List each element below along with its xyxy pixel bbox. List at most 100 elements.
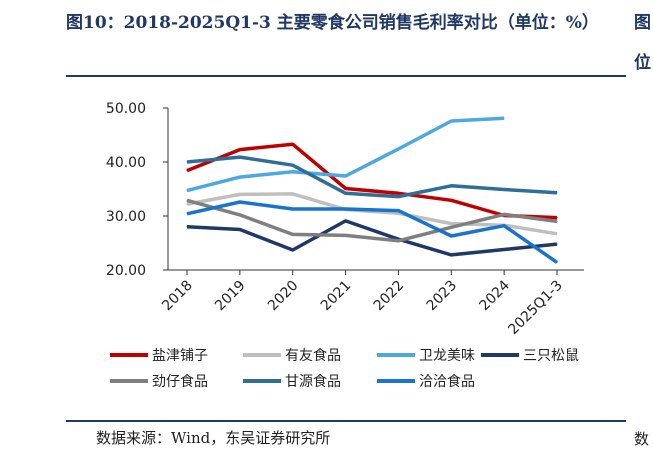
data-point: [503, 213, 505, 215]
series-line: [186, 155, 558, 199]
data-point: [450, 226, 452, 228]
data-point: [450, 254, 452, 256]
data-point: [186, 170, 188, 172]
legend-label: 三只松鼠: [523, 348, 579, 364]
x-tick-label: 2019: [212, 278, 249, 315]
series-layer: [186, 116, 558, 264]
adjacent-source-fragment: 数: [634, 430, 650, 448]
y-tick-label: 40.00: [106, 155, 146, 171]
data-point: [450, 185, 452, 187]
series-line: [186, 219, 558, 257]
data-point: [345, 175, 347, 177]
data-point: [397, 148, 399, 150]
data-point: [345, 188, 347, 189]
data-point: [450, 235, 452, 237]
data-point: [397, 212, 399, 214]
data-point: [292, 164, 294, 166]
x-tick-label: 2022: [371, 278, 408, 315]
data-point: [345, 234, 347, 236]
data-point: [186, 203, 188, 205]
data-point: [186, 199, 188, 201]
data-point: [239, 193, 241, 195]
data-point: [397, 192, 399, 194]
series-2: [186, 116, 505, 193]
series-5: [186, 155, 558, 199]
data-point: [239, 156, 241, 158]
y-axis: 20.00 30.00 40.00 50.00: [106, 101, 169, 279]
data-point: [397, 196, 399, 198]
legend-label: 洽洽食品: [419, 373, 475, 390]
x-tick-label: 2021: [318, 278, 355, 315]
x-tick-label: 2018: [159, 278, 196, 315]
data-point: [556, 261, 558, 263]
data-point: [239, 201, 241, 203]
data-point: [239, 214, 241, 216]
series-0: [186, 142, 558, 220]
data-point: [186, 190, 188, 192]
series-4: [186, 198, 558, 243]
series-line: [186, 116, 505, 193]
data-point: [345, 220, 347, 222]
series-line: [186, 198, 558, 243]
data-point: [345, 192, 347, 194]
legend-item: 劲仔食品: [110, 373, 208, 390]
legend-item: 有友食品: [243, 347, 341, 364]
legend-item: 卫龙美味: [377, 348, 475, 364]
data-point: [186, 213, 188, 215]
data-point: [345, 208, 347, 210]
data-point: [556, 243, 558, 245]
data-point: [450, 120, 452, 122]
data-point: [186, 226, 188, 228]
legend-item: 甘源食品: [243, 373, 341, 390]
data-point: [239, 176, 241, 178]
x-tick-label: 2023: [424, 278, 461, 315]
line-chart: 20.00 30.00 40.00 50.00 2018 2019 2020 2021 202…: [106, 101, 584, 390]
x-tick-label: 2024: [476, 277, 513, 314]
data-point: [556, 217, 558, 219]
y-tick-label: 50.00: [106, 101, 146, 117]
data-point: [450, 223, 452, 225]
series-6: [186, 200, 558, 264]
legend-label: 卫龙美味: [419, 348, 475, 364]
legend-item: 三只松鼠: [481, 348, 579, 364]
data-point: [239, 229, 241, 230]
data-point: [397, 240, 399, 242]
data-point: [292, 193, 294, 195]
footer-rule: [66, 420, 626, 422]
data-point: [556, 233, 558, 235]
x-tick-label: 2020: [265, 278, 302, 315]
legend-item: 洽洽食品: [377, 373, 475, 390]
data-point: [292, 143, 294, 145]
series-line: [186, 200, 558, 264]
data-point: [503, 225, 505, 227]
legend-label: 劲仔食品: [152, 373, 208, 390]
header-rule: [66, 75, 626, 77]
data-point: [556, 192, 558, 194]
data-point: [292, 208, 294, 210]
legend-item: 盐津铺子: [110, 348, 208, 364]
y-tick-label: 20.00: [106, 263, 146, 279]
data-point: [503, 249, 505, 250]
data-point: [292, 171, 294, 173]
legend-label: 甘源食品: [285, 373, 341, 390]
data-point: [292, 249, 294, 251]
legend-label: 盐津铺子: [152, 348, 208, 364]
data-point: [503, 189, 505, 190]
data-point: [503, 117, 505, 119]
chart-title: 图10：2018-2025Q1-3 主要零食公司销售毛利率对比（单位：%）: [66, 13, 599, 33]
data-point: [239, 149, 241, 151]
x-tick-label: 2025Q1-3: [505, 278, 565, 338]
legend-label: 有友食品: [285, 347, 341, 364]
series-line: [186, 142, 558, 220]
data-point: [556, 220, 558, 222]
adjacent-figure-title-fragment: 图: [634, 13, 651, 33]
data-point: [397, 210, 399, 212]
y-tick-label: 30.00: [106, 209, 146, 225]
adjacent-figure-title-fragment-2: 位: [634, 53, 651, 73]
data-point: [186, 161, 188, 163]
data-point: [450, 199, 452, 201]
data-point: [292, 233, 294, 235]
source-note: 数据来源：Wind，东吴证券研究所: [96, 429, 331, 447]
